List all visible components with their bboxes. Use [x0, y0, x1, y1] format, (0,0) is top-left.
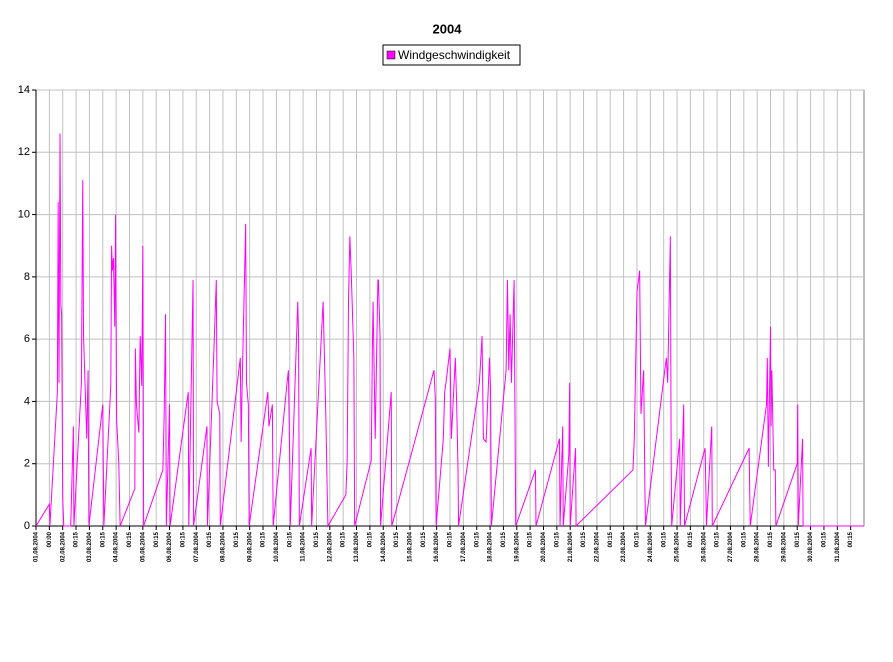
- x-tick-label: 00:15: [394, 531, 400, 547]
- x-tick-label: 00:15: [448, 531, 454, 547]
- x-tick-label: 28.08.2004: [755, 531, 761, 562]
- chart-title: 2004: [433, 21, 463, 36]
- series-line: [35, 133, 864, 528]
- legend-label: Windgeschwindigkeit: [398, 48, 511, 62]
- x-tick-label: 00:15: [287, 531, 293, 547]
- x-tick-label: 00:00: [47, 531, 53, 547]
- x-tick-label: 13.08.2004: [354, 531, 360, 562]
- x-tick-label: 30.08.2004: [808, 531, 814, 562]
- y-tick-label: 6: [24, 333, 30, 345]
- y-tick-label: 2: [24, 458, 30, 470]
- x-tick-label: 20.08.2004: [541, 531, 547, 562]
- x-tick-label: 00:15: [341, 531, 347, 547]
- x-tick-label: 08.08.2004: [221, 531, 227, 562]
- x-tick-label: 17.08.2004: [461, 531, 467, 562]
- x-tick-label: 00:15: [207, 531, 213, 547]
- x-tick-label: 00:15: [848, 531, 854, 547]
- x-tick-label: 00:15: [367, 531, 373, 547]
- x-tick-label: 00:15: [501, 531, 507, 547]
- x-tick-label: 31.08.2004: [835, 531, 841, 562]
- x-tick-label: 00:15: [127, 531, 133, 547]
- x-tick-label: 27.08.2004: [728, 531, 734, 562]
- y-tick-label: 14: [18, 84, 30, 96]
- x-tick-label: 00:15: [688, 531, 694, 547]
- legend-swatch: [386, 50, 396, 60]
- x-tick-label: 00:15: [715, 531, 721, 547]
- x-tick-label: 00:15: [234, 531, 240, 547]
- x-tick-label: 26.08.2004: [701, 531, 707, 562]
- x-tick-label: 00:15: [100, 531, 106, 547]
- y-tick-label: 10: [18, 208, 30, 220]
- y-tick-label: 12: [18, 146, 30, 158]
- x-tick-label: 00:15: [554, 531, 560, 547]
- x-tick-label: 00:15: [661, 531, 667, 547]
- legend-box: [382, 44, 521, 66]
- x-tick-label: 05.08.2004: [140, 531, 146, 562]
- x-tick-label: 04.08.2004: [114, 531, 120, 562]
- x-tick-label: 19.08.2004: [514, 531, 520, 562]
- y-tick-label: 4: [24, 395, 30, 407]
- x-tick-label: 00:15: [581, 531, 587, 547]
- x-tick-label: 24.08.2004: [648, 531, 654, 562]
- x-tick-label: 09.08.2004: [247, 531, 253, 562]
- x-tick-label: 00:15: [261, 531, 267, 547]
- x-tick-label: 00:15: [154, 531, 160, 547]
- x-tick-label: 16.08.2004: [434, 531, 440, 562]
- x-tick-label: 00:15: [474, 531, 480, 547]
- x-tick-label: 00:15: [822, 531, 828, 547]
- x-tick-label: 25.08.2004: [675, 531, 681, 562]
- x-tick-label: 00:15: [421, 531, 427, 547]
- x-tick-label: 00:15: [741, 531, 747, 547]
- x-tick-label: 00:15: [74, 531, 80, 547]
- x-tick-label: 02.08.2004: [60, 531, 66, 562]
- x-tick-label: 21.08.2004: [568, 531, 574, 562]
- x-tick-label: 00:15: [314, 531, 320, 547]
- x-tick-label: 06.08.2004: [167, 531, 173, 562]
- y-tick-label: 0: [24, 520, 30, 532]
- x-tick-label: 00:15: [180, 531, 186, 547]
- x-tick-label: 00:15: [635, 531, 641, 547]
- x-tick-label: 12.08.2004: [327, 531, 333, 562]
- x-tick-label: 03.08.2004: [87, 531, 93, 562]
- x-tick-label: 11.08.2004: [301, 531, 307, 561]
- y-tick-label: 8: [24, 271, 30, 283]
- x-tick-label: 14.08.2004: [381, 531, 387, 562]
- x-tick-label: 22.08.2004: [594, 531, 600, 562]
- x-tick-label: 00:15: [528, 531, 534, 547]
- x-tick-label: 07.08.2004: [194, 531, 200, 562]
- x-tick-label: 18.08.2004: [488, 531, 494, 562]
- x-tick-label: 10.08.2004: [274, 531, 280, 562]
- x-tick-label: 15.08.2004: [408, 531, 414, 562]
- x-tick-label: 00:15: [768, 531, 774, 547]
- x-tick-label: 00:15: [795, 531, 801, 547]
- x-tick-label: 01.08.2004: [34, 531, 40, 562]
- x-tick-label: 00:15: [608, 531, 614, 547]
- x-tick-label: 29.08.2004: [781, 531, 787, 562]
- x-tick-label: 23.08.2004: [621, 531, 627, 562]
